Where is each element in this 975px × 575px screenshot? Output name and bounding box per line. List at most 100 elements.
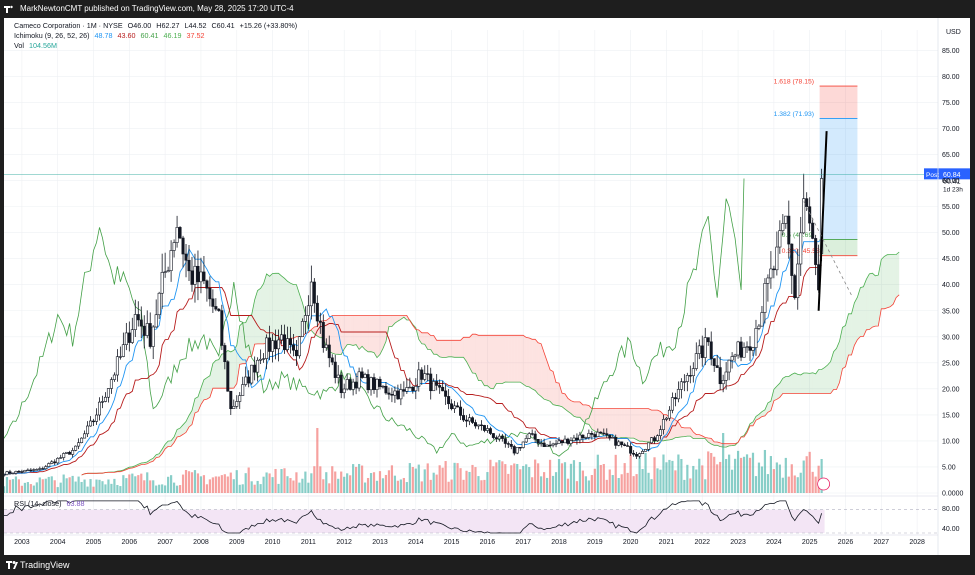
cloud-segment xyxy=(839,327,843,383)
senkou-span-b-line xyxy=(81,294,900,476)
candle-body xyxy=(223,345,227,363)
candle-body xyxy=(462,415,466,421)
cloud-segment xyxy=(454,340,458,358)
candle-body xyxy=(262,358,266,360)
volume-bar xyxy=(399,479,402,493)
volume-bar xyxy=(241,484,244,493)
volume-bar xyxy=(769,456,772,493)
volume-bar xyxy=(602,463,605,493)
candle-body xyxy=(736,341,740,356)
candle-body xyxy=(2,474,6,476)
cloud-segment xyxy=(177,428,181,438)
last-price-label: 60.41 xyxy=(943,178,961,185)
volume-bar xyxy=(456,463,459,493)
candle-body xyxy=(694,353,698,369)
change-value: +15.26 (+33.80%) xyxy=(239,21,298,30)
volume-bar xyxy=(310,473,313,493)
volume-bar xyxy=(537,463,540,493)
volume-bar xyxy=(763,449,767,493)
candle-body xyxy=(799,232,803,265)
volume-bar xyxy=(444,461,447,493)
time-tick: 2016 xyxy=(480,539,496,546)
candle-body xyxy=(241,384,245,396)
price-tick: 0.0000 xyxy=(942,491,964,498)
candle-body xyxy=(608,434,612,439)
price-tick: 80.00 xyxy=(942,74,960,81)
volume-bar xyxy=(134,476,137,493)
candle-body xyxy=(527,433,531,439)
cloud-segment xyxy=(457,340,461,358)
candle-body xyxy=(721,380,725,385)
volume-bar xyxy=(170,475,173,493)
price-tick: 35.00 xyxy=(942,308,960,315)
volume-bar xyxy=(498,460,501,493)
chart-panel[interactable]: 1.618 (78.15) 1.382 (71.93) 0.5 (48.69) 0.3… xyxy=(0,18,970,555)
volume-bar xyxy=(820,459,823,493)
cloud-segment xyxy=(445,340,449,358)
candle-body xyxy=(703,337,707,358)
post-value: 60.84 xyxy=(943,172,961,179)
volume-bar xyxy=(271,477,274,493)
countdown-label: 1d 23h xyxy=(943,186,963,193)
candle-body xyxy=(629,446,633,454)
candle-body xyxy=(617,441,621,446)
cloud-segment xyxy=(866,273,870,330)
cloud-segment xyxy=(263,273,267,344)
volume-bar xyxy=(50,476,53,493)
volume-bar xyxy=(304,471,307,493)
candle-body xyxy=(294,349,298,357)
candle-body xyxy=(563,438,567,444)
cloud-segment xyxy=(750,421,753,426)
volume-bar xyxy=(74,481,77,493)
volume-bar xyxy=(122,475,125,493)
candle-body xyxy=(282,334,286,350)
price-tick: 45.00 xyxy=(942,256,960,263)
volume-bar xyxy=(486,472,489,493)
volume-bar xyxy=(429,479,432,493)
cloud-segment xyxy=(490,335,494,389)
fib-extension[interactable]: 1.618 (78.15)1.382 (71.93)0.5 (48.69)0.3… xyxy=(774,79,858,257)
cloud-segment xyxy=(818,369,822,394)
candle-body xyxy=(599,431,603,434)
ichimoku-lagging: 60.41 xyxy=(140,31,159,40)
candle-body xyxy=(351,381,355,390)
volume-bar xyxy=(477,476,480,493)
footer-bar: TradingView xyxy=(0,555,975,575)
candle-body xyxy=(578,434,582,441)
volume-bar xyxy=(438,465,441,493)
cloud-segment xyxy=(672,418,676,440)
candle-body xyxy=(268,337,272,352)
cloud-segment xyxy=(171,436,175,447)
volume-bar xyxy=(695,469,698,493)
cloud-segment xyxy=(773,386,777,401)
candle-body xyxy=(145,323,149,336)
high-value: 62.27 xyxy=(161,21,180,30)
candle-body xyxy=(89,420,93,427)
cloud-segment xyxy=(797,374,801,394)
candle-body xyxy=(781,223,785,231)
volume-bar xyxy=(483,479,486,493)
chart-svg[interactable]: 1.618 (78.15)1.382 (71.93)0.5 (48.69)0.3… xyxy=(0,18,970,555)
vol-value: 104.56M xyxy=(29,41,57,50)
volume-bar xyxy=(104,484,107,493)
candle-body xyxy=(26,469,30,472)
volume-bar xyxy=(710,452,713,493)
volume-bar xyxy=(680,458,683,493)
volume-bar xyxy=(247,467,250,493)
cloud-segment xyxy=(532,339,536,391)
candle-body xyxy=(557,440,561,444)
cloud-segment xyxy=(448,340,452,357)
time-tick: 2019 xyxy=(587,539,603,546)
cloud-segment xyxy=(296,284,300,337)
cloud-segment xyxy=(162,444,166,454)
candle-body xyxy=(676,389,680,400)
candle-body xyxy=(333,361,337,378)
cloud-segment xyxy=(770,389,774,411)
volume-bar xyxy=(20,485,24,493)
cloud-segment xyxy=(633,408,637,440)
volume-bar xyxy=(766,474,770,493)
close-value: 60.41 xyxy=(216,21,235,30)
volume-bar xyxy=(447,481,450,493)
cloud-segment xyxy=(287,281,291,341)
